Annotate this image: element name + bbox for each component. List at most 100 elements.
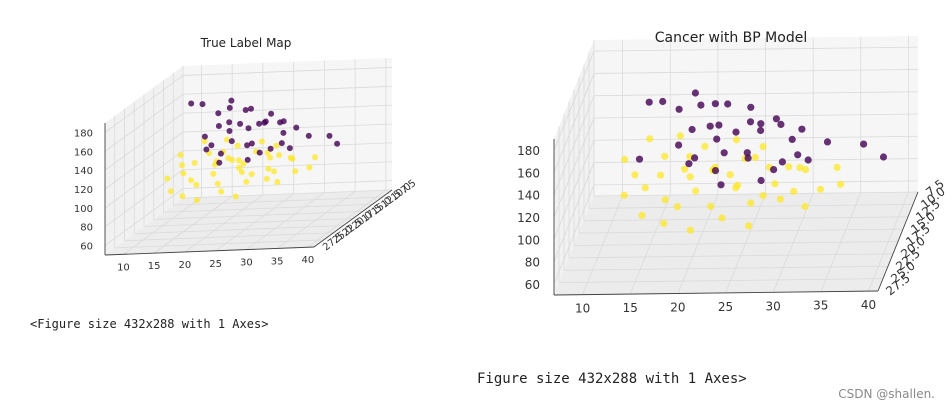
data-point xyxy=(256,120,263,127)
axes-3d: 10 15 20 25 30 35 407.510.012.515.017.520.022.… xyxy=(517,36,947,316)
data-point xyxy=(746,118,755,126)
axes-3d: 10 15 20 25 30 35 407.510.012.515.017.520.022.… xyxy=(74,58,418,273)
data-point xyxy=(785,163,793,171)
data-point xyxy=(232,193,239,200)
data-point xyxy=(776,195,784,203)
x-tick-label: 40 xyxy=(861,298,876,312)
x-tick-label: 35 xyxy=(813,299,828,313)
data-point xyxy=(226,104,233,111)
data-point xyxy=(707,202,715,210)
data-point xyxy=(879,153,888,161)
x-tick-label: 15 xyxy=(623,301,638,315)
data-point xyxy=(245,125,252,132)
data-point xyxy=(675,105,683,113)
data-point xyxy=(305,132,312,139)
data-point xyxy=(267,145,274,152)
data-point xyxy=(715,121,723,129)
y-grid-line xyxy=(573,241,899,246)
data-point xyxy=(743,149,751,157)
z-grid-line xyxy=(182,67,393,76)
z-grid-line xyxy=(182,85,393,95)
data-point xyxy=(645,98,653,106)
x-tick-label: 25 xyxy=(718,300,733,314)
data-point xyxy=(293,124,300,131)
z-tick-label: 140 xyxy=(517,189,540,203)
z-grid-line xyxy=(182,161,393,171)
z-grid-line xyxy=(104,75,184,133)
z-tick-label: 160 xyxy=(74,147,93,158)
data-point xyxy=(193,181,200,188)
data-point xyxy=(244,142,251,149)
data-point xyxy=(772,115,780,123)
y-grid-line xyxy=(182,189,393,199)
data-point xyxy=(215,110,222,117)
z-tick-label: 60 xyxy=(80,242,93,253)
data-point xyxy=(804,156,812,164)
data-point xyxy=(179,162,185,169)
data-point xyxy=(757,126,765,135)
data-point xyxy=(236,164,242,171)
data-point xyxy=(248,105,254,112)
data-point xyxy=(816,185,825,193)
x-tick-label: 10 xyxy=(117,262,130,273)
data-point xyxy=(292,168,299,175)
data-point xyxy=(711,167,720,175)
x-tick-label: 10 xyxy=(575,302,590,316)
csdn-watermark: CSDN @shallen. xyxy=(838,387,935,401)
data-point xyxy=(244,156,251,163)
data-point xyxy=(271,168,277,175)
data-point xyxy=(660,219,668,227)
data-point xyxy=(796,164,804,172)
data-point xyxy=(686,226,694,234)
z-tick-label: 180 xyxy=(517,144,540,158)
chart-panel-true-label-map: 10 15 20 25 30 35 40 7.5 10.0 12.5 15.0 17.5 20.0 22.… xyxy=(0,0,470,409)
z-tick-label: 140 xyxy=(74,166,93,177)
data-point xyxy=(201,133,208,140)
y-grid-line xyxy=(153,210,363,220)
data-point xyxy=(706,122,714,130)
data-point xyxy=(833,163,841,171)
z-tick-label: 80 xyxy=(80,223,93,234)
data-point xyxy=(191,160,198,166)
data-point xyxy=(177,152,184,158)
data-point xyxy=(757,120,765,128)
data-point xyxy=(638,211,646,219)
data-point xyxy=(248,140,255,147)
z-grid-line xyxy=(553,73,595,173)
data-point xyxy=(274,179,281,185)
data-point xyxy=(306,164,313,171)
y-grid-line xyxy=(563,265,889,271)
z-grid-line xyxy=(104,93,184,152)
data-point xyxy=(641,184,649,192)
data-point xyxy=(203,146,210,153)
data-point xyxy=(661,152,669,160)
y-grid-line xyxy=(578,228,904,234)
y-grid-line xyxy=(583,216,909,222)
data-point xyxy=(188,177,194,184)
data-point xyxy=(226,128,233,134)
y-grid-line xyxy=(163,203,373,213)
data-point xyxy=(286,145,293,152)
data-point xyxy=(208,142,215,149)
data-point xyxy=(240,160,247,167)
data-point xyxy=(199,101,206,108)
x-tick-label: 15 xyxy=(148,261,161,272)
data-point xyxy=(236,157,242,164)
data-point xyxy=(732,136,741,144)
data-point xyxy=(673,203,681,211)
z-tick-label: 120 xyxy=(74,185,93,196)
data-point xyxy=(201,138,208,145)
y-grid-line xyxy=(593,191,919,197)
data-point xyxy=(697,101,705,109)
x-tick-label: 40 xyxy=(301,255,314,266)
data-point xyxy=(726,171,734,179)
y-grid-line xyxy=(134,225,344,235)
x-tick-label: 30 xyxy=(240,258,253,269)
data-point xyxy=(265,165,272,172)
z-grid-line xyxy=(104,131,184,190)
data-point xyxy=(747,103,755,111)
data-point xyxy=(777,120,785,128)
data-point xyxy=(267,154,273,161)
x-tick-label: 20 xyxy=(179,260,192,271)
data-point xyxy=(778,158,786,166)
